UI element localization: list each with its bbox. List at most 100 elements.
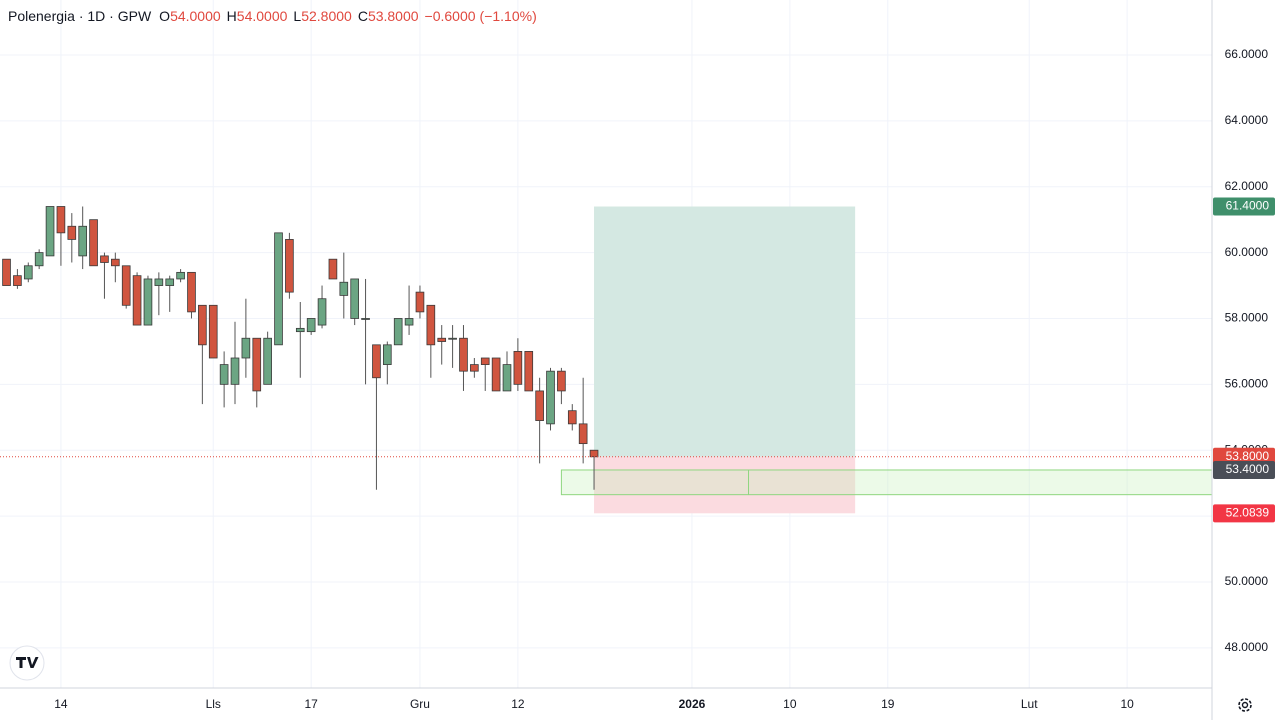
x-tick-label: Lls: [206, 697, 221, 711]
x-tick-label: Gru: [410, 697, 430, 711]
candle-body: [480, 357, 490, 365]
candle-body: [557, 370, 566, 392]
candle-body: [165, 278, 175, 286]
candle-body: [187, 271, 196, 313]
x-tick-label: 10: [1120, 697, 1134, 711]
candle-body: [589, 449, 599, 458]
price-tag: [1213, 504, 1275, 523]
candle-body: [415, 291, 425, 313]
ohlc-prefix: O: [159, 8, 170, 24]
candle-body: [252, 337, 262, 392]
candle-body: [578, 423, 588, 445]
candle-body: [154, 278, 164, 286]
candle-body: [295, 327, 305, 333]
candle-body: [513, 351, 523, 385]
x-tick-label: 2026: [679, 697, 706, 711]
price-tag-label: 53.4000: [1226, 462, 1270, 476]
price-tag-label: 52.0839: [1226, 505, 1270, 519]
candle-body: [426, 304, 436, 346]
y-tick-label: 62.0000: [1225, 179, 1269, 193]
y-tick-label: 64.0000: [1225, 113, 1269, 127]
candle-body: [208, 304, 218, 359]
y-tick-label: 50.0000: [1225, 574, 1269, 588]
profit-zone: [594, 206, 856, 457]
ohlc-value: 54.0000: [170, 8, 221, 24]
candle-body: [470, 364, 479, 372]
candle-body: [274, 232, 283, 346]
candle-body: [78, 225, 88, 257]
loss-zone: [594, 456, 856, 514]
price-tag-label: 61.4000: [1226, 199, 1270, 213]
candle-body: [143, 278, 153, 326]
ohlc-value: 52.8000: [301, 8, 352, 24]
candle-body: [383, 344, 392, 365]
candle-body: [230, 357, 240, 385]
candle-body: [67, 225, 77, 240]
candle-body: [23, 265, 33, 280]
candle-body: [306, 318, 316, 333]
candle-body: [448, 337, 457, 340]
candle-body: [459, 337, 468, 372]
price-tag: [1213, 197, 1275, 216]
change-value: −0.6000: [425, 8, 476, 24]
candle-body: [219, 364, 229, 385]
x-tick-label: 14: [54, 697, 68, 711]
candle-body: [491, 357, 501, 392]
candle-body: [524, 351, 534, 392]
x-tick-label: 10: [783, 697, 797, 711]
legend-line: Polenergia · 1D · GPW O54.0000 H54.0000 L52…: [8, 8, 537, 24]
x-tick-label: 19: [881, 697, 895, 711]
candle-body: [372, 344, 381, 379]
x-tick-label: Lut: [1021, 697, 1038, 711]
price-tag-label: 53.8000: [1226, 449, 1270, 463]
candle-body: [89, 219, 98, 267]
range-zone: [560, 469, 1213, 496]
candle-body: [56, 206, 66, 234]
candle-body: [339, 281, 349, 296]
candle-body: [285, 239, 294, 293]
candle-body: [100, 255, 109, 263]
y-tick-label: 58.0000: [1225, 311, 1269, 325]
candle-body: [263, 337, 272, 385]
candle-body: [502, 364, 512, 392]
price-tag: [1213, 460, 1275, 479]
y-tick-label: 48.0000: [1225, 640, 1269, 654]
candle-body: [393, 318, 403, 346]
ohlc-prefix: L: [293, 8, 301, 24]
logo-circle[interactable]: [9, 645, 45, 681]
candle-body: [45, 206, 55, 257]
candle-body: [198, 304, 207, 346]
candle-body: [121, 265, 131, 306]
candle-body: [535, 390, 544, 421]
gear-outline[interactable]: [1238, 698, 1252, 712]
ohlc-value: 53.8000: [368, 8, 419, 24]
header: Polenergia · 1D · GPW O54.0000 H54.0000 L52…: [8, 8, 537, 24]
candle-body: [2, 258, 11, 286]
candle-body: [437, 337, 447, 342]
y-tick-label: 66.0000: [1225, 47, 1269, 61]
candle-body: [328, 258, 338, 280]
ohlc-prefix: H: [227, 8, 237, 24]
gear-hub[interactable]: [1241, 701, 1249, 709]
logo[interactable]: [9, 645, 45, 681]
candle-body: [361, 318, 370, 320]
candle-body: [13, 275, 22, 286]
candle-body: [350, 278, 359, 319]
candle-body: [567, 410, 577, 425]
symbol-title: Polenergia · 1D · GPW: [8, 8, 152, 24]
y-tick-label: 60.0000: [1225, 245, 1269, 259]
candle-body: [404, 318, 414, 326]
change-pct: (−1.10%): [480, 8, 537, 24]
candle-body: [176, 271, 185, 280]
candle-body: [546, 370, 555, 425]
candle-body: [111, 258, 120, 267]
x-tick-label: 17: [304, 697, 318, 711]
ohlc-prefix: C: [358, 8, 368, 24]
settings-button[interactable]: [1238, 698, 1252, 712]
y-tick-label: 56.0000: [1225, 377, 1269, 391]
logo-mark[interactable]: [16, 657, 39, 668]
plot-area: [0, 0, 1213, 688]
candle-body: [241, 337, 251, 359]
candle-body: [132, 275, 142, 326]
